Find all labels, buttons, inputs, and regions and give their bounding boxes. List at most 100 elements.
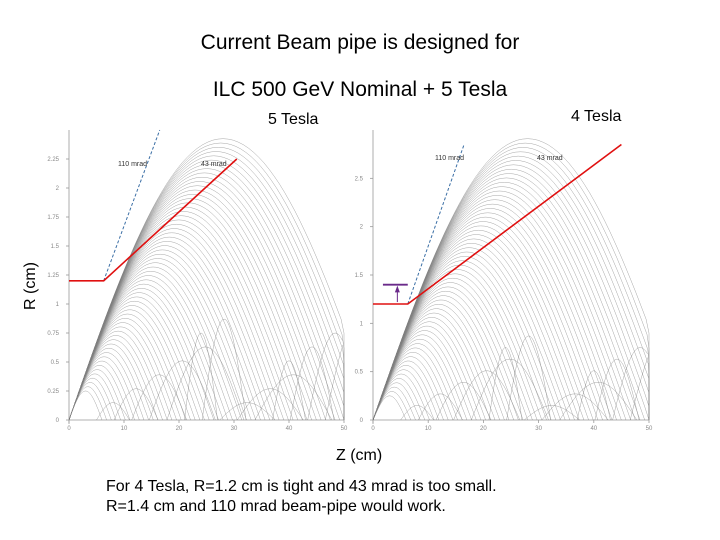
track-curve	[372, 382, 421, 421]
track-curve	[68, 356, 140, 421]
track-curve	[68, 373, 121, 421]
track-curve	[68, 202, 308, 421]
annotation-110-mrad: 110 mrad	[435, 155, 464, 162]
x-tick-label: 0	[67, 426, 71, 432]
y-tick-label: 1.5	[355, 273, 364, 279]
track-loop	[612, 347, 648, 421]
track-curve	[372, 169, 650, 421]
track-curve	[372, 386, 416, 421]
panel-label-5-tesla: 5 Tesla	[268, 111, 319, 128]
track-curve	[372, 321, 486, 421]
y-tick-label: 0	[360, 418, 364, 424]
track-curve	[68, 147, 345, 421]
track-loop	[471, 358, 549, 421]
track-curve	[68, 172, 340, 421]
track-curve	[68, 335, 163, 421]
track-curve	[372, 155, 650, 421]
track-curve	[68, 177, 336, 421]
x-tick-label: 10	[121, 426, 128, 432]
track-loop	[237, 388, 304, 421]
y-tick-label: 1	[56, 302, 60, 308]
track-loop	[166, 346, 245, 421]
note-line-1: For 4 Tesla, R=1.2 cm is tight and 43 mr…	[106, 478, 497, 495]
annotation-43-mrad: 43 mrad	[201, 161, 227, 168]
y-tick-label: 0.75	[47, 331, 59, 337]
track-curve	[68, 275, 228, 421]
track-curve	[372, 395, 407, 421]
track-loop	[541, 393, 609, 421]
track-loop	[524, 405, 580, 421]
track-curve	[68, 266, 238, 421]
x-tick-label: 20	[176, 426, 183, 432]
track-curve	[372, 230, 585, 421]
track-curve	[68, 305, 196, 421]
track-curve	[68, 271, 233, 421]
track-curve	[68, 339, 159, 421]
y-tick-label: 0.25	[47, 389, 59, 395]
beam-pipe-outline	[373, 143, 622, 305]
track-curve	[68, 360, 135, 421]
x-tick-label: 30	[535, 426, 542, 432]
annotation-110-mrad: 110 mrad	[118, 161, 147, 168]
track-loop	[594, 358, 640, 421]
track-curve	[68, 219, 289, 421]
track-loop	[254, 374, 333, 421]
track-curve	[372, 308, 500, 421]
track-curve	[372, 360, 444, 421]
track-curve	[372, 291, 519, 421]
track-loop	[184, 332, 218, 421]
track-curve	[68, 322, 177, 421]
track-loop	[113, 388, 159, 421]
x-tick-label: 20	[480, 426, 487, 432]
track-loop	[453, 370, 520, 421]
track-loop	[307, 332, 343, 421]
y-tick-label: 2	[360, 225, 364, 231]
track-curve	[372, 208, 608, 421]
track-curve	[372, 339, 468, 421]
track-curve	[372, 312, 496, 421]
y-tick-label: 1.5	[51, 244, 60, 250]
track-loop	[435, 382, 492, 421]
track-curve	[372, 216, 599, 421]
title-line-2: ILC 500 GeV Nominal + 5 Tesla	[212, 78, 508, 101]
x-tick-label: 50	[341, 426, 348, 432]
track-curves	[68, 138, 345, 421]
track-curve	[372, 325, 482, 421]
track-curve	[68, 330, 168, 421]
track-curve	[68, 206, 303, 421]
track-curve	[372, 264, 547, 421]
y-tick-label: 0.5	[355, 370, 364, 376]
conclusion-note: For 4 Tesla, R=1.2 cm is tight and 43 mr…	[106, 477, 497, 517]
y-tick-label: 0.5	[51, 360, 60, 366]
track-curve	[372, 251, 561, 421]
track-curve	[372, 243, 570, 421]
annotation-43-mrad: 43 mrad	[537, 155, 563, 162]
track-curve	[372, 304, 505, 421]
panel-4-tesla: 0 10 20 30 40 50 0 0.5 1 1.5 2 2.5 110 mrad 43 mrad	[355, 130, 653, 432]
track-loop	[201, 318, 247, 421]
track-curve	[68, 245, 261, 421]
y-tick-label: 2	[56, 186, 60, 192]
track-curve	[372, 151, 650, 421]
x-tick-label: 40	[590, 426, 597, 432]
track-curve	[68, 258, 247, 421]
track-curve	[372, 195, 622, 421]
y-tick-label: 1.75	[47, 215, 59, 221]
arrow-head	[394, 285, 400, 293]
note-line-2: R=1.4 cm and 110 mrad beam-pipe would wo…	[106, 498, 446, 515]
track-curve	[68, 369, 126, 421]
x-tick-label: 30	[231, 426, 238, 432]
track-loop	[131, 374, 187, 421]
line-110-mrad	[103, 129, 161, 281]
track-curve	[372, 295, 514, 421]
x-tick-label: 0	[371, 426, 375, 432]
track-curve	[372, 330, 477, 421]
track-curve	[68, 262, 242, 421]
track-curve	[68, 215, 294, 421]
y-tick-label: 1	[360, 321, 364, 327]
track-curve	[68, 151, 345, 421]
track-curve	[372, 286, 524, 421]
track-curve	[68, 249, 256, 421]
track-curve	[68, 279, 224, 421]
x-tick-label: 50	[646, 426, 653, 432]
